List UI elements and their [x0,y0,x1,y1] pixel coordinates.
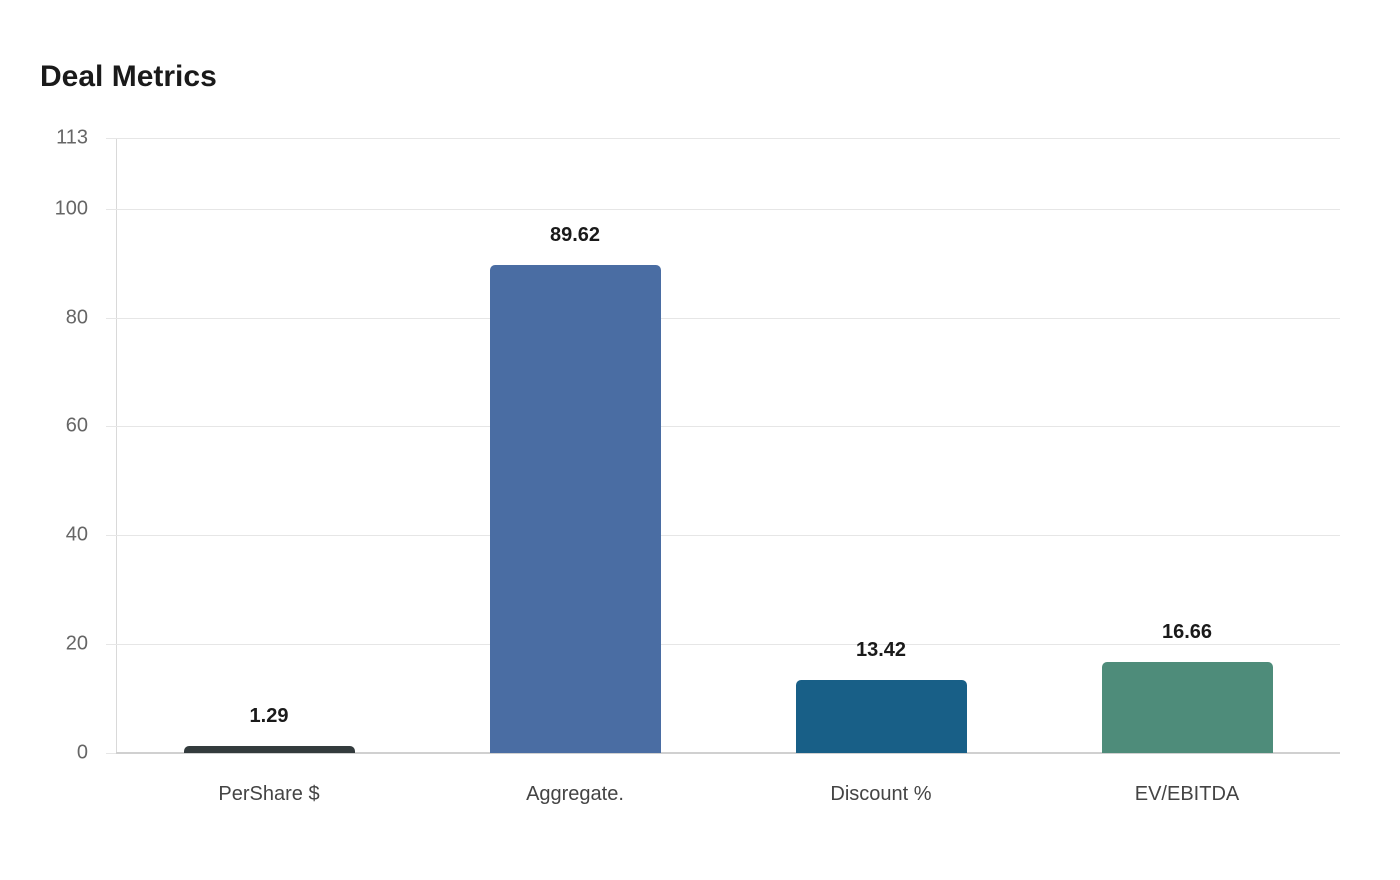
gridline [116,426,1340,428]
y-tick-mark [106,535,116,537]
bar-pershare[interactable] [183,745,355,753]
y-tick-mark [106,138,116,139]
chart-title: Deal Metrics [40,60,217,93]
y-tick-mark [106,644,116,646]
bar-discount[interactable] [795,679,967,753]
bar-value-label: 16.66 [1161,621,1213,644]
bar-value-label: 89.62 [549,224,601,247]
y-axis-line [116,138,117,753]
y-tick-label: 80 [65,306,88,329]
y-tick-label: 60 [65,414,88,437]
x-axis-line [116,752,1340,754]
y-tick-label: 113 [56,126,88,149]
y-tick-mark [106,753,116,754]
x-tick-label: EV/EBITDA [1134,783,1240,805]
bar-value-label: 1.29 [249,704,289,727]
y-tick-mark [106,317,116,319]
bar-value-label: 13.42 [855,638,907,661]
x-tick-label: Discount % [830,783,932,805]
y-tick-label: 0 [76,741,88,764]
gridline [116,644,1340,646]
gridline [116,208,1340,210]
x-tick-label: PerShare $ [218,783,320,805]
bar-aggregate[interactable] [489,265,661,753]
y-tick-mark [106,426,116,428]
gridline [116,535,1340,537]
y-tick-mark [106,208,116,210]
x-tick-label: Aggregate. [526,783,624,805]
bar-ev-ebitda[interactable] [1101,662,1273,753]
gridline [116,138,1340,139]
y-tick-label: 40 [65,523,88,546]
y-tick-label: 100 [54,197,88,220]
y-tick-label: 20 [65,632,88,655]
gridline [116,317,1340,319]
plot-area: 1.29 89.62 13.42 16.66 [106,138,1340,754]
